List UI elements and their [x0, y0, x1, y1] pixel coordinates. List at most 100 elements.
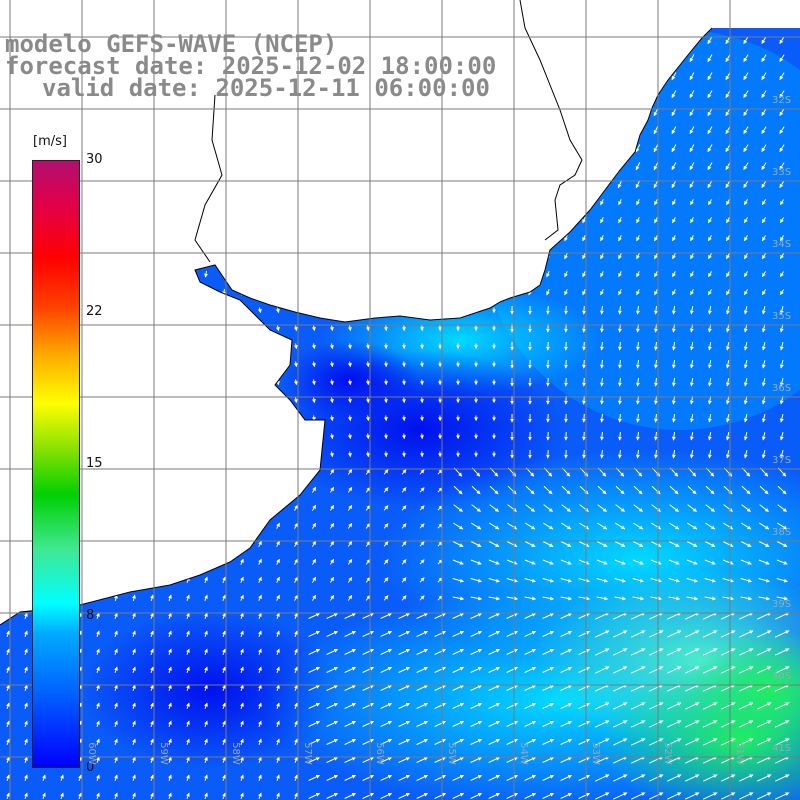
wind-arrow: [650, 596, 663, 601]
wind-arrow: [612, 648, 628, 656]
wind-arrow: [470, 541, 482, 547]
wind-arrow: [453, 504, 464, 512]
wind-arrow: [344, 667, 357, 673]
longitude-label: 57W: [301, 742, 313, 765]
wind-arrow: [114, 612, 118, 619]
wind-arrow: [344, 649, 357, 655]
wind-arrow: [132, 612, 136, 619]
wind-arrow: [776, 559, 788, 565]
wind-arrow: [653, 341, 658, 351]
wind-arrow: [240, 576, 244, 583]
wind-arrow: [564, 253, 568, 260]
wind-arrow: [437, 523, 443, 529]
wind-arrow: [779, 217, 785, 224]
wind-arrow: [600, 271, 604, 278]
wind-arrow: [671, 72, 677, 81]
wind-arrow: [398, 631, 411, 637]
wind-arrow: [707, 360, 712, 369]
wind-arrow: [365, 379, 370, 386]
wind-arrow: [600, 289, 604, 296]
wind-arrow: [24, 666, 28, 673]
latitude-label: 37S: [772, 455, 792, 466]
wind-arrow: [434, 631, 447, 637]
wind-arrow: [294, 522, 298, 529]
wind-arrow: [452, 649, 465, 655]
wind-arrow: [653, 431, 658, 441]
wind-arrow: [720, 648, 736, 656]
wind-arrow: [689, 108, 695, 117]
wind-arrow: [204, 648, 208, 655]
wind-arrow: [470, 613, 483, 619]
wind-arrow: [383, 559, 389, 565]
wind-arrow: [308, 613, 321, 619]
wind-arrow: [365, 558, 371, 565]
wind-arrow: [578, 559, 590, 565]
wind-arrow: [740, 596, 753, 601]
wind-arrow: [726, 253, 730, 260]
wind-arrow: [471, 522, 482, 530]
wind-arrow: [779, 289, 785, 296]
wind-arrow: [779, 305, 784, 315]
wind-arrow: [684, 612, 700, 620]
longitude-label: 60W: [85, 742, 97, 765]
wind-arrow: [452, 541, 464, 547]
wind-arrow: [635, 180, 641, 189]
wind-arrow: [774, 666, 790, 674]
wind-arrow: [240, 594, 244, 601]
wind-arrow: [168, 612, 172, 619]
wind-arrow: [779, 377, 784, 387]
wind-arrow: [240, 558, 244, 565]
wind-arrow: [669, 522, 680, 530]
wind-arrow: [347, 361, 352, 368]
wind-arrow: [650, 578, 663, 583]
wind-arrow: [725, 144, 731, 153]
wind-arrow: [150, 612, 154, 619]
wind-arrow: [684, 630, 700, 638]
wind-arrow: [635, 413, 640, 423]
wind-arrow: [380, 667, 393, 673]
wind-arrow: [671, 126, 677, 135]
wind-arrow: [707, 432, 712, 441]
wind-arrow: [614, 541, 626, 547]
wind-arrow: [600, 253, 604, 260]
wind-arrow: [168, 684, 172, 691]
wind-arrow: [488, 596, 501, 601]
wind-arrow: [365, 504, 371, 511]
wind-arrow: [633, 522, 644, 530]
wind-arrow: [347, 504, 353, 511]
wind-arrow: [311, 379, 316, 386]
wind-arrow: [690, 235, 694, 242]
latitude-label: 38S: [772, 527, 792, 538]
wind-arrow: [671, 449, 676, 459]
wind-arrow: [416, 631, 429, 637]
wind-arrow: [630, 666, 646, 674]
wind-arrow: [594, 666, 610, 674]
wind-arrow: [186, 612, 190, 619]
wind-arrow: [578, 596, 591, 601]
wind-arrow: [708, 199, 712, 206]
wind-arrow: [383, 505, 389, 511]
wind-arrow: [311, 504, 317, 511]
wind-arrow: [258, 684, 262, 691]
wind-arrow: [707, 54, 713, 63]
wind-arrow: [362, 667, 375, 673]
wind-arrow: [726, 235, 730, 242]
wind-arrow: [507, 485, 517, 495]
wind-arrow: [506, 541, 518, 547]
wind-arrow: [488, 685, 501, 691]
wind-arrow: [524, 578, 537, 583]
wind-arrow: [470, 685, 483, 691]
wind-arrow: [779, 180, 785, 189]
latitude-label: 40S: [772, 671, 792, 682]
colorbar-tick-22: 22: [86, 304, 103, 319]
wind-arrow: [597, 522, 608, 530]
wind-arrow: [326, 631, 339, 637]
wind-arrow: [524, 667, 537, 673]
wind-arrow: [581, 449, 586, 459]
wind-arrow: [258, 558, 262, 565]
wind-arrow: [761, 341, 766, 351]
longitude-label: 55W: [445, 742, 457, 765]
wind-arrow: [651, 522, 662, 530]
wind-arrow: [543, 485, 553, 495]
